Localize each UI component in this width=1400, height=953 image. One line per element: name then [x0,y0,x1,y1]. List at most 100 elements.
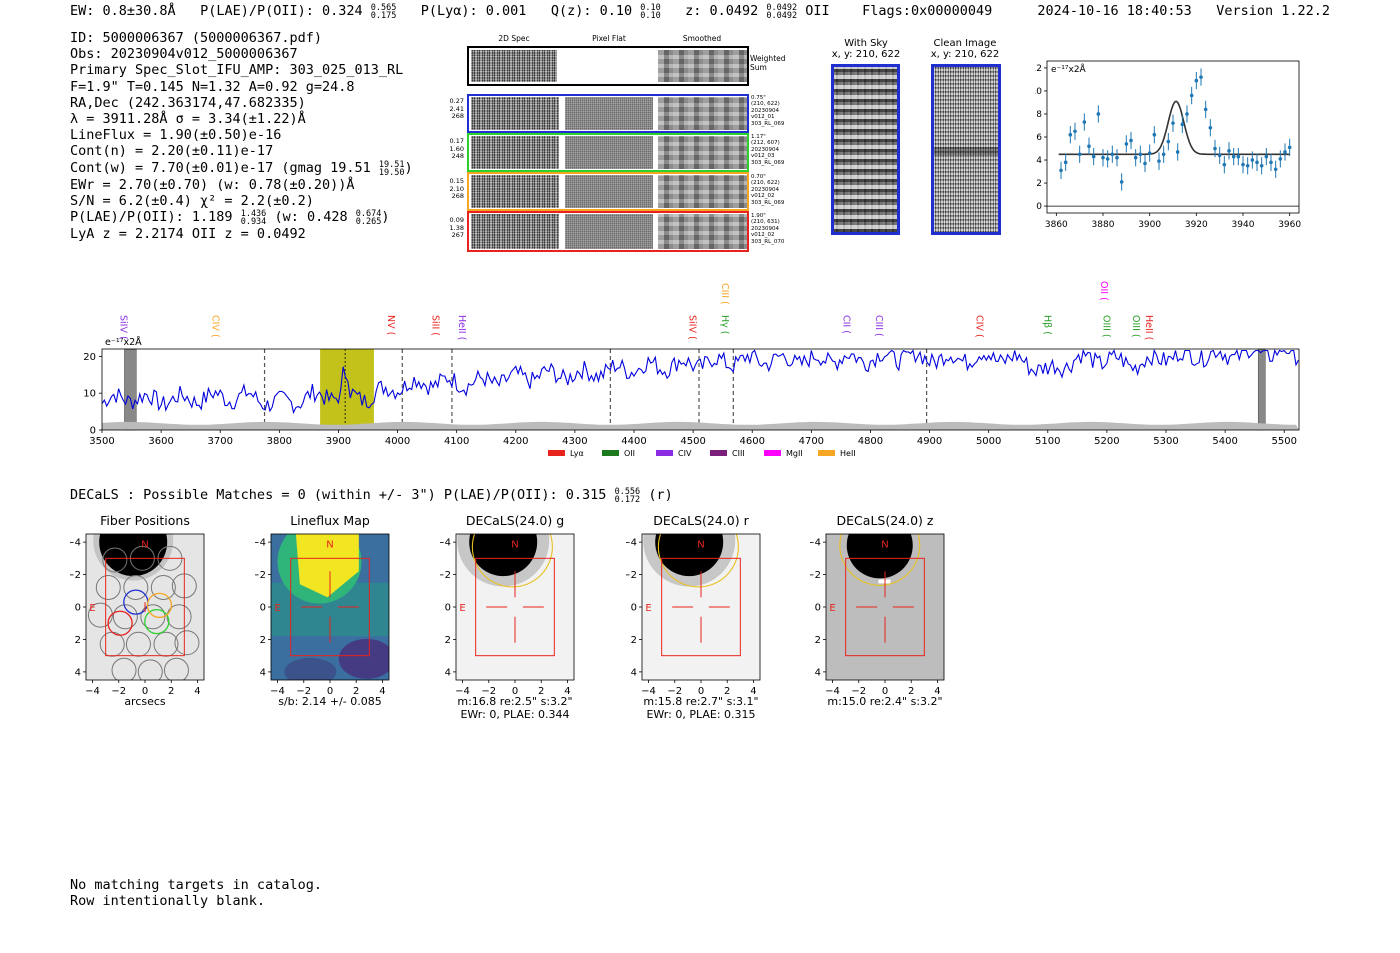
panel-caption-line: arcsecs [124,695,166,708]
row-values-4: 0.09 1.38 267 [449,216,464,239]
fit-data-point [1129,138,1133,143]
fit-data-point [1157,159,1161,163]
fit-data-point [1208,125,1213,130]
spec-xtick-label: 3800 [267,436,292,447]
full-spectrum-plot: 0 10 20 3500 3600 3700 3800 3900 4000 4100 4200 430… [83,281,1300,458]
info-lya: LyA z = 2.2174 OII z = 0.0492 [70,226,306,243]
spec-xtick-label: 4400 [621,436,646,447]
panel-ytick-label: −4 [255,538,266,549]
legend-label: CIV [678,449,692,458]
spectrum-frame [101,348,1300,431]
spec-ytick-label: 0 [90,426,96,437]
north-label: N [326,540,333,551]
legend-label: CIII [732,449,745,458]
spec-xtick-label: 4900 [917,436,942,447]
line-fit-plot: 0 2 4 6 8 10 12 3860 3880 3900 3920 3940 3960 e⁻¹⁷x2Å [1035,60,1301,230]
line-label: CIV ( [210,315,221,338]
line-label: SiIV ( [117,315,128,340]
fit-data-point [1259,163,1264,168]
legend-swatch [818,450,835,456]
weighted-sum-frame [467,46,749,86]
line-label: HeII ( [1143,315,1154,340]
line-label: SiII ( [429,315,440,336]
row-info-3: 0.70" (210, 622) 20230904 v012_02 303_RL_069 [751,174,785,206]
panel-ytick-label: −2 [255,570,266,581]
fit-data-point [1091,154,1096,159]
fit-data-point [1227,149,1231,153]
fiber-circle [112,604,138,630]
masked-band [124,348,137,431]
line-label-group: SiIV ( [687,315,698,340]
cutout-row [467,133,749,172]
fiber-circle [111,657,137,680]
imaging-panel: DECaLS(24.0) z N E 4 −4 2 −2 0 0 −2 2 −4 4 m:15.0 re:… [810,510,960,725]
fit-data-point [1105,157,1110,161]
fit-data-point [1068,132,1073,137]
info-radec: RA,Dec (242.363174,47.682335) [70,94,306,111]
east-label: E [459,603,465,614]
panel-ytick-label: 4 [445,667,451,678]
fit-xtick-label: 3920 [1185,220,1208,230]
spec-xtick-label: 3500 [89,436,114,447]
fit-gaussian-curve [1058,100,1290,156]
spec-xtick-label: 4800 [858,436,883,447]
legend-swatch [548,450,565,456]
panel-xtick-label: 0 [512,686,518,697]
clean-image [931,64,1001,235]
panel-image: N E 4 −4 2 −2 0 0 −2 2 −4 4 [810,533,945,697]
spec-xtick-label: 4700 [799,436,824,447]
panel-ytick-label: 0 [260,603,266,614]
fit-xtick-label: 3960 [1278,220,1301,230]
spec-unit-label: e⁻¹⁷x2Å [105,336,142,348]
legend-label: MgII [786,449,803,458]
line-label: CIII ( [719,283,730,305]
spec-ytick-label: 20 [83,352,96,363]
info-lambda: λ = 3911.28Å σ = 3.34(±1.22)Å [70,111,306,128]
panel-xtick-label: 0 [142,686,148,697]
search-box [845,557,925,657]
spec-xtick-label: 4500 [680,436,705,447]
fit-data-point [1203,107,1208,112]
spec-xtick-label: 3700 [207,436,232,447]
panel-ytick-label: 2 [631,635,637,646]
fit-ytick-label: 2 [1036,179,1042,189]
spec-ytick-label: 10 [83,389,96,400]
panel-caption-line: m:15.8 re:2.7" s:3.1" [643,695,759,708]
fiber-circle [87,602,113,628]
fit-data-point [1213,146,1217,151]
north-label: N [697,540,704,551]
spec-xtick-label: 5200 [1094,436,1119,447]
panel-title: DECaLS(24.0) r [653,513,749,528]
row-values-1: 0.27 2.41 268 [449,97,464,120]
fiber-circle [102,547,128,573]
north-label: N [511,540,518,551]
panel-xtick-label: 2 [353,686,359,697]
panel-image: N E 4 −4 2 −2 0 0 −2 2 −4 4 [626,533,761,697]
fit-xtick-label: 3860 [1045,220,1068,230]
line-label: CIII ( [873,315,884,337]
fiber-circle [153,631,179,657]
timestamp-version: 2024-10-16 18:40:53 Version 1.22.2 [1037,3,1330,19]
col-title-smoothed: Smoothed [682,34,722,43]
bright-source [99,534,168,577]
with-sky-image [831,64,900,235]
row-values-3: 0.15 2.10 268 [449,177,464,200]
fiber-circle [137,659,163,680]
fit-data-point [1115,155,1119,160]
fit-ytick-label: 10 [1035,87,1042,97]
panel-ytick-label: −4 [440,538,451,549]
cutout-row [467,211,749,252]
header-summary: EW: 0.8±30.8Å P(LAE)/P(OII): 0.324 0.565… [70,3,993,21]
panel-ytick-label: −4 [810,538,821,549]
fit-data-point [1124,142,1129,146]
row-info-1: 0.75" (210, 622) 20230904 v012_01 303_RL_069 [751,95,785,127]
fit-data-point [1194,78,1199,83]
spec-xtick-label: 5300 [1153,436,1178,447]
panel-ytick-label: 0 [75,603,81,614]
fit-data-point [1231,154,1236,159]
east-label: E [829,603,835,614]
fit-data-point [1222,162,1227,167]
line-label: OII ( [1098,281,1109,301]
bright-source [846,534,913,579]
info-spec: Primary Spec_Slot_IFU_AMP: 303_025_013_R… [70,62,404,79]
